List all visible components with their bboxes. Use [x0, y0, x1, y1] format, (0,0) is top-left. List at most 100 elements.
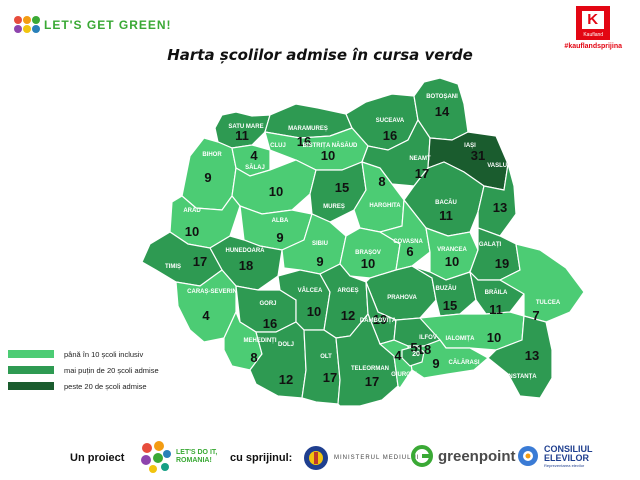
county-count-olt: 17: [323, 370, 337, 385]
legend-swatch-light: [8, 350, 54, 358]
county-label-timis: TIMIȘ: [165, 264, 181, 270]
county-count-botosani: 14: [435, 104, 450, 119]
county-label-covasna: COVASNA: [393, 239, 423, 245]
legend-swatch-dark: [8, 382, 54, 390]
coat-of-arms-icon: [304, 446, 328, 470]
county-count-prahova: 19: [373, 312, 387, 327]
county-label-dambovita: DÂMBOVIȚA: [360, 317, 397, 324]
county-count-gorj: 16: [263, 316, 277, 331]
county-label-galati: GALAȚI: [479, 242, 502, 248]
ldir-dots-icon: [141, 441, 171, 473]
council-line-1: CONSILIUL: [544, 443, 593, 454]
county-count-giurgiu: 4: [394, 348, 402, 363]
kaufland-logo: Kaufland #kauflandsprijina: [564, 6, 622, 50]
county-label-mures: MUREȘ: [323, 204, 345, 210]
county-label-braila: BRĂILA: [485, 289, 508, 296]
county-label-arges: ARGEȘ: [337, 288, 358, 294]
ldir-line-2: ROMANIA!: [176, 457, 212, 464]
county-label-brasov: BRAȘOV: [355, 250, 381, 256]
county-label-ilfov: ILFOV: [419, 335, 437, 341]
county-count-alba: 9: [276, 230, 283, 245]
county-label-satu-mare: SATU MARE: [228, 124, 263, 130]
county-count-timis: 17: [193, 254, 207, 269]
county-count-mures: 15: [335, 180, 349, 195]
ldir-logo: LET'S DO IT, ROMANIA!: [138, 440, 217, 474]
county-label-iasi: IAȘI: [464, 143, 476, 149]
legend-label-medium: mai puțin de 20 școli admise: [64, 365, 159, 375]
county-label-buzau: BUZĂU: [436, 285, 457, 292]
county-count-brasov: 10: [361, 256, 375, 271]
county-label-alba: ALBA: [272, 218, 289, 224]
greenpoint-text: greenpoint: [438, 447, 516, 465]
county-count-constanta: 13: [525, 348, 539, 363]
county-tulcea: [498, 243, 585, 323]
hashtag: #kauflandsprijina: [564, 43, 622, 50]
county-label-hunedoara: HUNEDOARA: [226, 248, 266, 254]
county-label-bihor: BIHOR: [202, 152, 222, 158]
county-count-bacau: 11: [439, 208, 453, 223]
legend-item-light: până în 10 școli inclusiv: [8, 346, 159, 362]
county-count-vaslui: 13: [493, 200, 507, 215]
colored-dots-icon: [14, 16, 40, 33]
county-count-covasna: 6: [406, 244, 413, 259]
county-label-constanta: CONSTANȚA: [499, 374, 537, 380]
county-count-dambovita: 18: [417, 342, 431, 357]
county-label-bacau: BACĂU: [435, 199, 457, 206]
county-count-sibiu: 9: [316, 254, 323, 269]
county-count-bistrita-nasaud: 10: [321, 148, 335, 163]
county-count-arad: 10: [185, 224, 199, 239]
county-count-harghita: 8: [378, 174, 385, 189]
council-gear-icon: [518, 446, 538, 466]
county-label-cluj: CLUJ: [270, 143, 286, 149]
county-count-salaj: 4: [250, 148, 258, 163]
council-sub: Reprezentarea elevilor: [544, 462, 585, 468]
county-count-iasi: 31: [471, 148, 485, 163]
county-count-bucuresti-41: 20: [412, 351, 420, 358]
greenpoint-logo: greenpoint: [410, 444, 516, 468]
county-label-arad: ARAD: [183, 208, 201, 214]
county-count-buzau: 15: [443, 298, 457, 313]
legend-label-light: până în 10 școli inclusiv: [64, 349, 144, 359]
county-label-gorj: GORJ: [259, 301, 276, 307]
county-label-caras-severin: CARAȘ-SEVERIN: [187, 289, 237, 295]
county-label-vrancea: VRANCEA: [437, 247, 467, 253]
county-label-botosani: BOTOȘANI: [426, 94, 458, 100]
county-count-hunedoara: 18: [239, 258, 253, 273]
project-label: Un proiect: [70, 452, 125, 464]
county-count-teleorman: 17: [365, 374, 379, 389]
county-count-suceava: 16: [383, 128, 397, 143]
county-label-tulcea: TULCEA: [536, 300, 561, 306]
county-label-valcea: VÂLCEA: [298, 287, 323, 294]
legend-swatch-medium: [8, 366, 54, 374]
county-label-bistrita-nasaud: BISTRIȚA NĂSĂUD: [303, 142, 358, 149]
ministry-logo: MINISTERUL MEDIULUI: [302, 444, 419, 472]
campaign-logo: LET'S GET GREEN!: [14, 16, 172, 33]
county-count-valcea: 10: [307, 304, 321, 319]
county-count-ilfov: 9: [432, 356, 439, 371]
support-label: cu sprijinul:: [230, 452, 293, 464]
county-count-vrancea: 10: [445, 254, 459, 269]
county-count-mehedinti: 8: [250, 350, 257, 365]
county-count-caras-severin: 4: [202, 308, 210, 323]
county-label-teleorman: TELEORMAN: [351, 366, 389, 372]
county-label-giurgiu: GIURGIU: [391, 372, 417, 378]
ministry-text: MINISTERUL MEDIULUI: [334, 455, 420, 461]
county-label-calarasi: CĂLĂRAȘI: [449, 359, 480, 366]
county-label-salaj: SĂLAJ: [245, 164, 265, 171]
map-title: Harta școlilor admise în cursa verde: [167, 46, 473, 64]
legend-item-dark: peste 20 de școli admise: [8, 378, 159, 394]
legend-label-dark: peste 20 de școli admise: [64, 381, 147, 391]
kaufland-k-icon: Kaufland: [576, 6, 611, 40]
footer: Un proiect LET'S DO IT, ROMANIA! cu spri…: [0, 432, 640, 480]
council-line-2: ELEVILOR: [544, 452, 590, 463]
campaign-text: LET'S GET GREEN!: [44, 17, 172, 32]
county-label-sibiu: SIBIU: [312, 241, 328, 247]
county-label-mehedinti: MEHEDINȚI: [244, 338, 277, 344]
county-label-prahova: PRAHOVA: [387, 295, 417, 301]
county-count-neamt: 17: [415, 166, 429, 181]
county-bucuresti-41: [401, 345, 425, 367]
county-label-ialomita: IALOMIȚA: [446, 336, 476, 342]
county-count-satu-mare: 11: [235, 128, 249, 143]
legend: până în 10 școli inclusiv mai puțin de 2…: [8, 346, 159, 394]
